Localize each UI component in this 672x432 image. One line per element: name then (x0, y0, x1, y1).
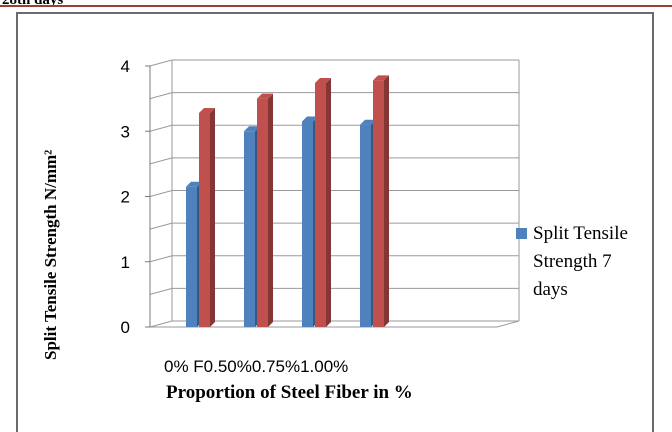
bar-front (373, 80, 384, 327)
bar-front (360, 124, 371, 327)
bar-side (268, 93, 273, 327)
bar-side (210, 107, 215, 327)
gridline-diag (149, 287, 173, 295)
gridline-diag (149, 124, 173, 132)
bar-layer (186, 75, 389, 328)
bar-top (360, 119, 376, 125)
gridline-diag (149, 320, 173, 328)
y-tick-label: 1 (121, 253, 130, 272)
bar-top (244, 126, 260, 132)
bar-top (302, 116, 318, 122)
chart-frame (16, 12, 654, 432)
bar-top (315, 77, 331, 83)
y-axis-title: Split Tensile Strength N/mm² (41, 150, 60, 360)
y-tick-label: 0 (121, 318, 130, 337)
gridline-diag (149, 190, 173, 197)
bar-front (257, 98, 268, 327)
bar-top (186, 181, 202, 187)
y-tick-label: 2 (121, 188, 130, 207)
gridline-diag (149, 255, 173, 263)
bar-front (186, 186, 197, 327)
bar (373, 75, 389, 327)
bar (257, 93, 273, 327)
top-rule (0, 5, 672, 7)
bar-front (315, 82, 326, 327)
y-tick-labels: 0 1 2 3 4 (121, 57, 130, 337)
grid-layer (145, 59, 520, 328)
x-axis-title: Proportion of Steel Fiber in % (166, 382, 413, 403)
y-tick-label: 3 (121, 122, 130, 141)
gridline-diag (149, 157, 173, 165)
bar-top (257, 93, 273, 99)
y-tick-label: 4 (121, 57, 130, 76)
bar-front (302, 121, 313, 328)
bar-front (244, 131, 255, 327)
bar-front (199, 112, 210, 327)
bar-top (373, 75, 389, 81)
gridline-diag (149, 59, 173, 67)
bar (315, 77, 331, 327)
legend-line-1: Split Tensile (533, 223, 628, 244)
legend-line-3: days (533, 279, 568, 300)
bar-side (384, 75, 389, 327)
bar-top (199, 107, 215, 113)
gridline-diag (149, 92, 173, 100)
x-tick-labels: 0% F0.50%0.75%1.00% (164, 357, 348, 376)
legend-line-2: Strength 7 (533, 251, 612, 272)
bar-side (326, 77, 331, 327)
caption-fragment: 28th days (2, 0, 64, 8)
bar (199, 107, 215, 327)
legend-swatch (516, 228, 527, 239)
gridline-diag (149, 222, 173, 230)
